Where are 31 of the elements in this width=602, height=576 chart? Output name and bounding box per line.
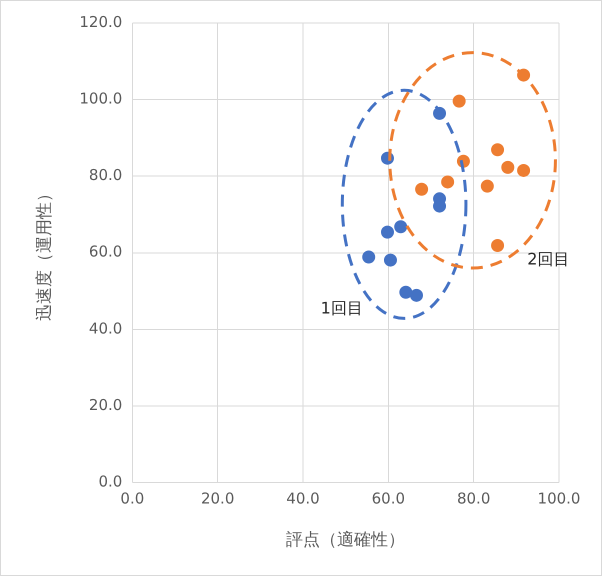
x-axis-title: 評点（適確性） (286, 530, 406, 550)
x-tick-label: 60.0 (372, 489, 406, 508)
point (441, 175, 454, 188)
x-tick-label: 0.0 (120, 489, 144, 508)
y-tick-label: 80.0 (88, 166, 122, 184)
y-tick-label: 60.0 (88, 242, 122, 261)
point (399, 286, 412, 299)
y-tick-label: 20.0 (88, 396, 122, 414)
x-tick-label: 100.0 (538, 489, 580, 508)
x-tick-label: 20.0 (200, 489, 234, 508)
point (410, 288, 423, 302)
point (415, 182, 428, 196)
y-tick-label: 120.0 (79, 12, 122, 31)
point (491, 239, 504, 252)
point (491, 143, 504, 156)
y-axis-title: 迅速度（運用性） (34, 184, 55, 321)
y-tick-label: 40.0 (88, 319, 122, 338)
point (480, 180, 494, 193)
point (394, 220, 408, 234)
point (501, 160, 514, 174)
series-label: 2回目 (527, 250, 570, 271)
x-tick-label: 80.0 (456, 489, 490, 508)
point (517, 164, 530, 177)
y-tick-label: 0.0 (98, 472, 122, 490)
point (380, 226, 394, 239)
point (362, 250, 376, 264)
point (384, 254, 397, 267)
point (452, 94, 466, 108)
y-tick-label: 100.0 (79, 89, 122, 108)
x-tick-label: 40.0 (286, 489, 320, 508)
text: 1回目 (320, 298, 363, 320)
